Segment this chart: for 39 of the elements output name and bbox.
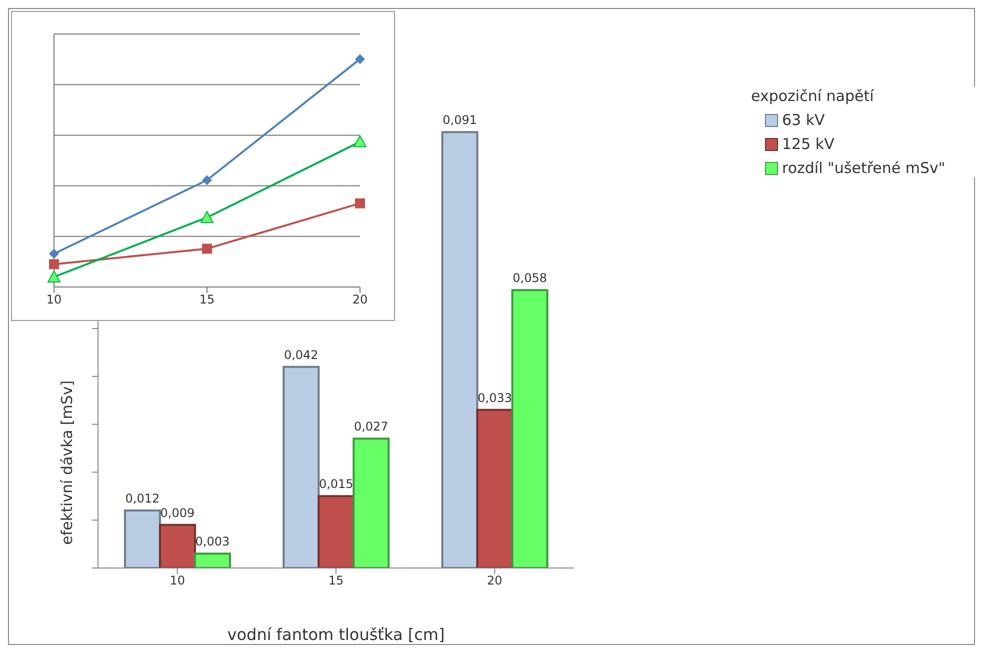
- bar: [282, 366, 320, 568]
- bar: [511, 289, 548, 568]
- point: [49, 248, 59, 259]
- x-tick-label: 10: [170, 574, 185, 588]
- point: [355, 198, 365, 208]
- legend-label: 125 kV: [782, 135, 834, 153]
- point: [49, 259, 59, 270]
- y-axis-title: efektivní dávka [mSv]: [58, 380, 76, 545]
- point: [355, 54, 365, 64]
- bar: [476, 408, 514, 568]
- data-label: 0,009: [160, 506, 195, 520]
- data-label: 0,003: [195, 534, 230, 549]
- data-label: 0,058: [512, 271, 547, 286]
- x-tick-label: 20: [352, 292, 368, 307]
- bar: [124, 510, 161, 568]
- x-tick-label: 10: [46, 292, 62, 307]
- bar: [194, 552, 231, 568]
- data-label: 0,015: [318, 477, 354, 492]
- data-label: 0,033: [478, 390, 512, 405]
- data-label: 0,042: [284, 348, 318, 362]
- point: [354, 135, 366, 148]
- legend-label: rozdíl "ušetřené mSv": [782, 159, 946, 177]
- bar: [158, 524, 196, 568]
- data-label: 0,091: [442, 113, 477, 128]
- point: [48, 270, 60, 282]
- bar: [441, 131, 478, 568]
- point: [202, 175, 212, 186]
- data-label: 0,027: [354, 420, 388, 434]
- legend-label: 63 kV: [782, 111, 825, 129]
- point: [200, 210, 214, 223]
- bar: [318, 495, 355, 568]
- data-label: 0,012: [125, 492, 160, 506]
- x-tick-label: 15: [199, 292, 215, 307]
- x-axis-title: vodní fantom tloušťka [cm]: [227, 625, 445, 644]
- x-tick-label: 20: [487, 574, 502, 588]
- x-tick-label: 15: [328, 574, 344, 588]
- bar: [352, 438, 390, 568]
- point: [202, 244, 212, 254]
- legend-title: expoziční napětí: [751, 87, 875, 105]
